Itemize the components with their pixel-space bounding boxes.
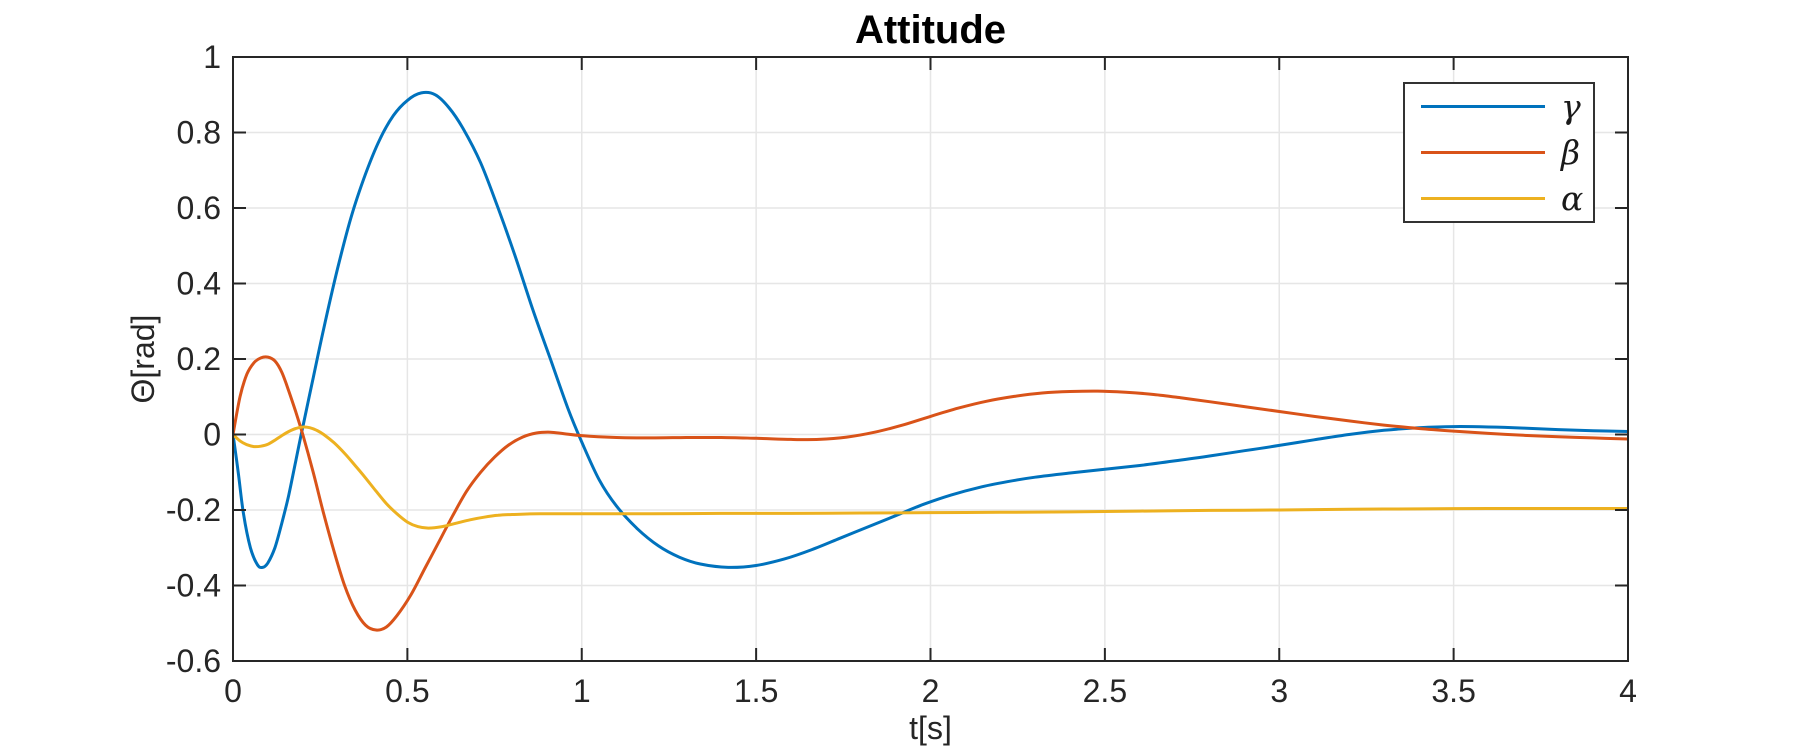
legend-label: β	[1561, 132, 1581, 172]
x-tick-label: 3.5	[1431, 673, 1475, 709]
y-tick-label: 1	[203, 39, 221, 75]
y-tick-label: -0.2	[166, 492, 221, 528]
chart-title: Attitude	[854, 8, 1007, 52]
y-tick-label: -0.4	[166, 568, 221, 604]
series-line-β	[233, 355, 1628, 632]
x-tick-label: 1.5	[734, 673, 778, 709]
x-tick-label: 0	[224, 673, 242, 709]
y-tick-label: -0.6	[166, 643, 221, 679]
legend-label: γ	[1561, 87, 1581, 127]
legend-entry: β	[1405, 130, 1593, 175]
legend-entry: γ	[1405, 84, 1593, 129]
x-tick-label: 4	[1619, 673, 1637, 709]
y-tick-label: 0.2	[177, 341, 221, 377]
legend-entry: α	[1405, 176, 1593, 221]
legend-line-sample	[1421, 150, 1545, 154]
legend-line-sample	[1421, 196, 1545, 200]
x-tick-label: 3	[1270, 673, 1288, 709]
y-tick-label: 0.4	[177, 266, 221, 302]
x-tick-label: 0.5	[385, 673, 429, 709]
series-line-α	[233, 425, 1628, 530]
legend-label: α	[1561, 178, 1584, 218]
legend-line-sample	[1421, 105, 1545, 109]
y-tick-label: 0.8	[177, 115, 221, 151]
x-tick-label: 1	[573, 673, 591, 709]
x-tick-label: 2	[922, 673, 940, 709]
y-tick-label: 0	[203, 417, 221, 453]
curves-group	[233, 90, 1628, 632]
y-tick-label: 0.6	[177, 190, 221, 226]
x-axis-label: t[s]	[909, 710, 952, 746]
x-tick-label: 2.5	[1083, 673, 1127, 709]
